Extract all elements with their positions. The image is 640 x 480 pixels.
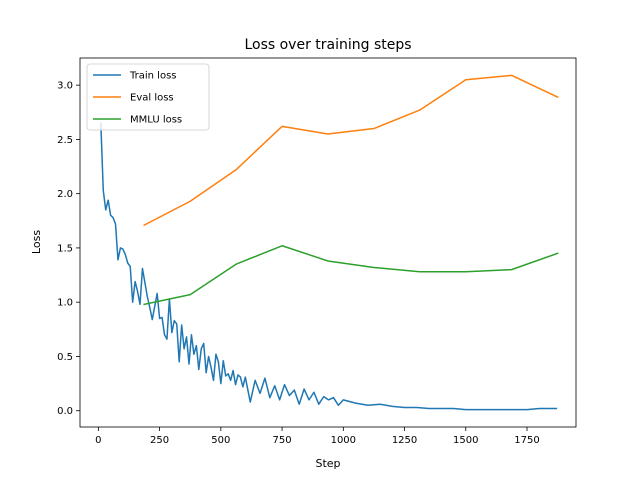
y-tick-label: 2.0 xyxy=(57,189,73,200)
y-tick-label: 3.0 xyxy=(57,81,73,92)
x-tick-label: 250 xyxy=(150,435,169,446)
x-axis: 0 250 500 750 1000 1250 1500 1750 xyxy=(95,427,540,446)
x-tick-label: 1250 xyxy=(392,435,417,446)
x-tick-label: 1000 xyxy=(331,435,356,446)
chart-title: Loss over training steps xyxy=(244,37,411,53)
y-tick-label: 2.5 xyxy=(57,135,73,146)
x-tick-label: 1500 xyxy=(453,435,478,446)
legend: Train loss Eval loss MMLU loss xyxy=(86,63,210,131)
x-tick-label: 500 xyxy=(211,435,230,446)
y-axis-label: Loss xyxy=(30,230,43,254)
x-tick-label: 750 xyxy=(273,435,292,446)
series-line-1 xyxy=(143,74,559,227)
plot-frame xyxy=(79,57,577,428)
y-tick-label: 1.0 xyxy=(57,298,73,309)
series-line-2 xyxy=(143,245,559,306)
series-line-0 xyxy=(100,122,558,411)
x-tick-label: 0 xyxy=(95,435,101,446)
x-axis-label: Step xyxy=(315,457,340,470)
y-axis: 0.0 0.5 1.0 1.5 2.0 2.5 3.0 xyxy=(57,81,80,417)
y-tick-label: 1.5 xyxy=(57,243,73,254)
legend-entry-1: Eval loss xyxy=(130,93,174,104)
x-tick-label: 1750 xyxy=(514,435,539,446)
legend-entry-2: MMLU loss xyxy=(130,115,182,126)
series-lines xyxy=(100,74,559,411)
y-tick-label: 0.0 xyxy=(57,406,73,417)
legend-entry-0: Train loss xyxy=(129,71,177,82)
y-tick-label: 0.5 xyxy=(57,352,73,363)
legend-box xyxy=(86,63,210,131)
